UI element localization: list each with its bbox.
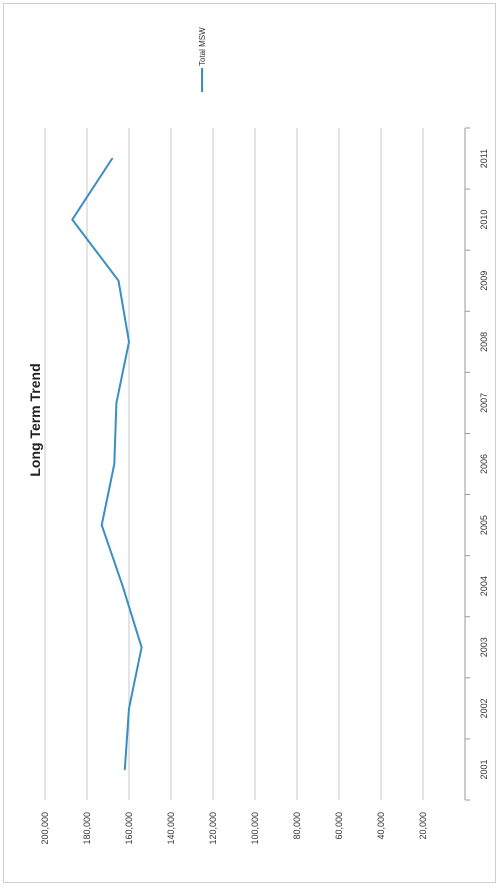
data-point	[128, 707, 130, 710]
data-point	[121, 585, 124, 587]
value-tick-label: 120,000	[208, 812, 218, 845]
data-point	[140, 646, 143, 649]
category-tick-label: 2005	[479, 515, 489, 535]
data-point	[71, 218, 74, 221]
value-tick-label: 180,000	[82, 812, 92, 845]
data-point	[100, 524, 103, 526]
category-tick-label: 2003	[479, 637, 489, 657]
category-tick-label: 2008	[479, 332, 489, 352]
data-point	[111, 157, 113, 160]
value-tick-label: 40,000	[376, 812, 386, 840]
category-tick-label: 2002	[479, 698, 489, 718]
data-point	[113, 463, 116, 465]
gridlines	[44, 128, 424, 800]
value-tick-label: 80,000	[292, 812, 302, 840]
value-tick-label: 60,000	[334, 812, 344, 840]
category-tick-label: 2011	[479, 149, 489, 168]
value-tick-label: 20,000	[418, 812, 428, 840]
chart-frame	[3, 3, 496, 883]
value-tick-label: 140,000	[166, 812, 176, 845]
data-point	[115, 402, 118, 404]
value-tick-label: 100,000	[250, 812, 260, 845]
category-tick-label: 2006	[479, 454, 489, 474]
category-tick-label: 2001	[479, 759, 489, 779]
data-point	[128, 341, 130, 343]
category-tick-label: 2010	[479, 210, 489, 230]
series-line-total-msw	[71, 157, 143, 770]
value-tick-label: 200,000	[40, 812, 50, 845]
series	[71, 157, 143, 771]
axes	[464, 127, 470, 801]
legend: Total MSW	[198, 27, 207, 92]
value-tick-label: 160,000	[124, 812, 134, 845]
category-tick-label: 2004	[479, 576, 489, 596]
chart-title: Long Term Trend	[27, 363, 43, 476]
data-point	[117, 279, 120, 282]
category-tick-label: 2009	[479, 271, 489, 291]
tick-labels: 20,000 40,000 60,000 80,000 100,000 120,000 14…	[40, 149, 489, 845]
data-point	[124, 768, 126, 771]
category-tick-label: 2007	[479, 393, 489, 413]
legend-label-total-msw: Total MSW	[198, 27, 207, 66]
